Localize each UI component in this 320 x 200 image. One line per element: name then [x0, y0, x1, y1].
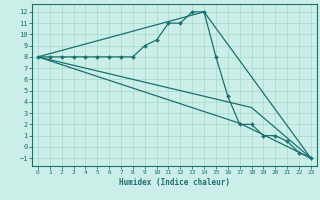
- X-axis label: Humidex (Indice chaleur): Humidex (Indice chaleur): [119, 178, 230, 187]
